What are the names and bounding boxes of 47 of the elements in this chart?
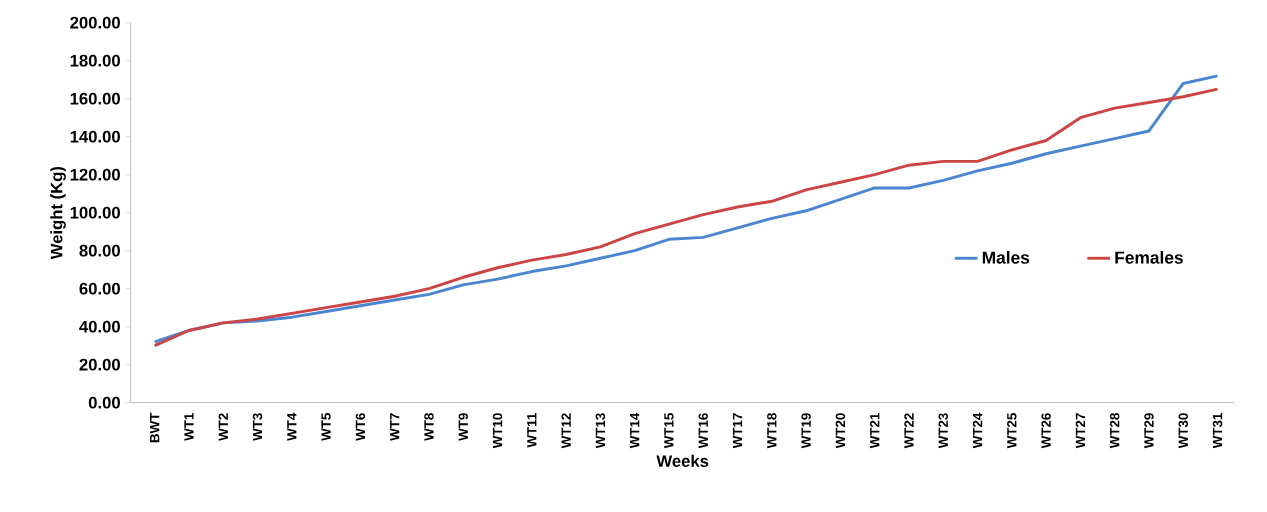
x-tick-label: WT2	[218, 413, 228, 441]
x-tick-label: WT27	[1075, 413, 1086, 449]
x-tick-label: WT24	[972, 412, 983, 449]
x-tick-label: WT7	[390, 413, 400, 441]
legend-label: Females	[1115, 250, 1183, 264]
y-tick-label: 100.00	[70, 206, 120, 219]
x-tick-label: WT22	[904, 413, 914, 449]
y-tick-label: 160.00	[70, 92, 120, 105]
x-tick-label: WT4	[287, 412, 297, 441]
x-tick-label: WT10	[492, 413, 503, 449]
x-tick-label: BWT	[150, 412, 160, 443]
y-tick-label: 200.00	[70, 16, 120, 29]
x-tick-label: WT11	[527, 413, 537, 448]
x-tick-label: WT12	[561, 413, 571, 449]
x-tick-label: WT19	[801, 413, 811, 449]
y-tick-label: 40.00	[79, 320, 120, 333]
x-tick-label: WT6	[355, 413, 366, 441]
x-tick-label: WT25	[1007, 413, 1017, 449]
x-tick-label: WT29	[1144, 413, 1154, 449]
y-axis-title: Weight (Kg)	[50, 166, 66, 260]
y-tick-label: 60.00	[79, 282, 120, 295]
x-tick-label: WT15	[664, 413, 674, 449]
x-tick-label: WT18	[767, 413, 777, 449]
x-tick-label: WT30	[1178, 413, 1188, 449]
x-tick-label: WT14	[630, 412, 640, 449]
x-tick-label: WT26	[1041, 413, 1051, 449]
x-tick-label: WT9	[458, 413, 468, 441]
x-tick-label: WT21	[870, 413, 880, 449]
x-tick-label: WT13	[595, 413, 606, 449]
x-tick-label: WT28	[1109, 413, 1120, 449]
x-axis-title: Weeks	[656, 454, 709, 467]
y-tick-label: 0.00	[88, 396, 120, 409]
y-tick-label: 120.00	[70, 168, 120, 181]
x-tick-label: WT8	[424, 413, 434, 441]
x-tick-label: WT3	[252, 413, 263, 441]
x-tick-label: WT31	[1212, 413, 1223, 449]
legend-label: Males	[982, 250, 1030, 264]
x-tick-label: WT5	[321, 413, 331, 441]
y-tick-label: 140.00	[70, 130, 120, 143]
x-tick-label: WT20	[835, 413, 846, 449]
x-tick-label: WT1	[184, 413, 194, 441]
x-tick-label: WT17	[732, 413, 743, 449]
y-tick-label: 20.00	[79, 358, 120, 371]
y-tick-label: 180.00	[70, 54, 120, 67]
x-tick-label: WT16	[698, 413, 708, 449]
y-tick-label: 80.00	[79, 244, 120, 257]
x-tick-label: WT23	[938, 413, 948, 449]
